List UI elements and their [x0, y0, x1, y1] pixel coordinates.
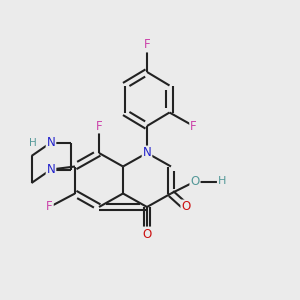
Text: H: H	[29, 137, 37, 148]
Text: O: O	[142, 227, 152, 241]
Text: H: H	[218, 176, 226, 187]
Text: N: N	[46, 163, 56, 176]
Text: F: F	[190, 119, 197, 133]
Text: F: F	[144, 38, 150, 52]
Text: F: F	[96, 119, 102, 133]
Text: O: O	[190, 175, 200, 188]
Text: N: N	[46, 136, 56, 149]
Text: N: N	[142, 146, 152, 160]
Text: F: F	[46, 200, 53, 214]
Text: O: O	[182, 200, 190, 214]
